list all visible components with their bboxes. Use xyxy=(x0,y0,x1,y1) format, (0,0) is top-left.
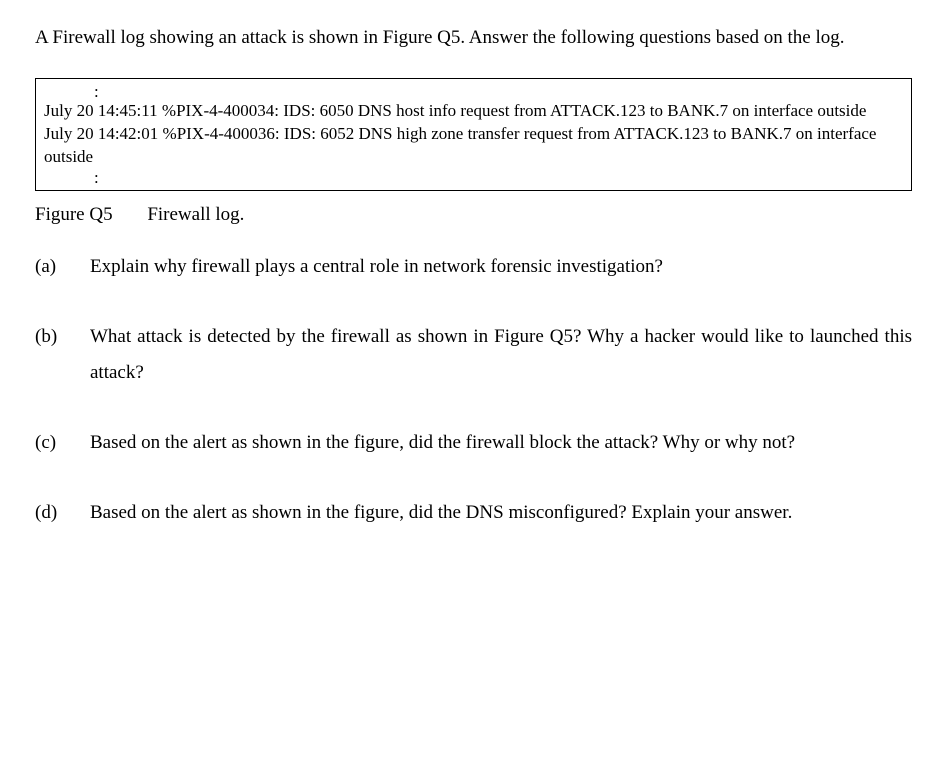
question-d: (d) Based on the alert as shown in the f… xyxy=(35,495,912,531)
log-ellipsis-top: : xyxy=(44,83,903,100)
question-b-label: (b) xyxy=(35,319,90,355)
question-a: (a) Explain why firewall plays a central… xyxy=(35,249,912,285)
log-entry-1: July 20 14:45:11 %PIX-4-400034: IDS: 605… xyxy=(44,100,903,123)
question-d-text: Based on the alert as shown in the figur… xyxy=(90,495,912,531)
question-b: (b) What attack is detected by the firew… xyxy=(35,319,912,391)
firewall-log-box: : July 20 14:45:11 %PIX-4-400034: IDS: 6… xyxy=(35,78,912,191)
question-c-text: Based on the alert as shown in the figur… xyxy=(90,425,912,461)
question-c-label: (c) xyxy=(35,425,90,461)
question-a-label: (a) xyxy=(35,249,90,285)
figure-caption: Figure Q5 Firewall log. xyxy=(35,197,912,233)
intro-paragraph: A Firewall log showing an attack is show… xyxy=(35,20,912,56)
log-ellipsis-bottom: : xyxy=(44,169,903,186)
figure-caption-text: Firewall log. xyxy=(147,204,244,225)
log-entry-2: July 20 14:42:01 %PIX-4-400036: IDS: 605… xyxy=(44,123,903,169)
question-c: (c) Based on the alert as shown in the f… xyxy=(35,425,912,461)
question-b-text: What attack is detected by the firewall … xyxy=(90,319,912,391)
question-a-text: Explain why firewall plays a central rol… xyxy=(90,249,912,285)
figure-label: Figure Q5 xyxy=(35,197,113,233)
question-d-label: (d) xyxy=(35,495,90,531)
